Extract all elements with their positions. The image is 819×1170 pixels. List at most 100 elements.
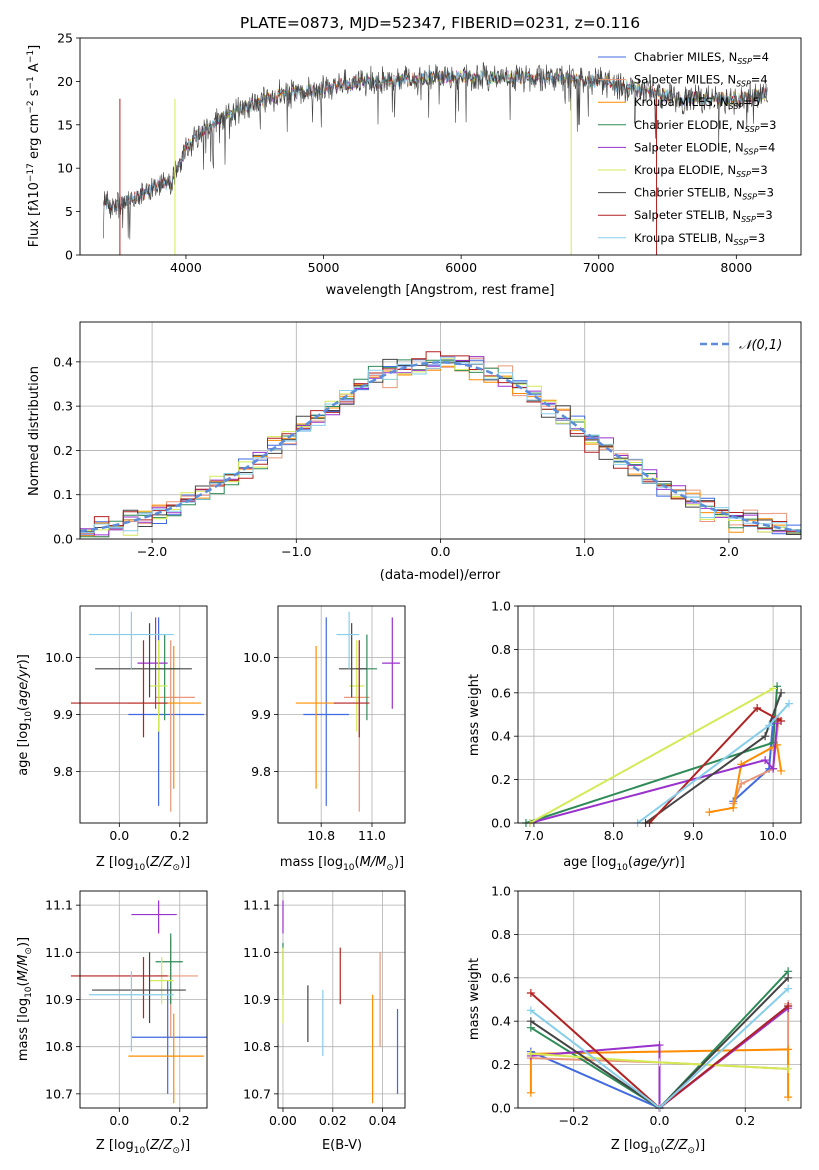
x-tick-label: 0.0 — [109, 828, 129, 843]
y-tick-label: 0.4 — [491, 729, 511, 744]
weight-marker-kroupa_miles — [526, 1088, 535, 1097]
x-tick-label: 4000 — [170, 260, 202, 275]
y-tick-label: 10.9 — [45, 992, 73, 1007]
y-tick-label: 5 — [65, 204, 73, 219]
y-tick-label: 25 — [57, 31, 73, 46]
age-vs-z-panel: 0.0 0.2 9.8 9.9 10.0 — [45, 605, 208, 843]
mass-z-xlabel: Z [log10(Z/Z⊙)] — [96, 1138, 190, 1156]
y-tick-label: 9.8 — [53, 764, 73, 779]
y-tick-label: 1.0 — [491, 884, 511, 899]
weight-marker-chabrier_stelib — [761, 732, 770, 741]
weight-marker-chabrier_stelib — [784, 973, 793, 982]
y-tick-label: 11.0 — [45, 945, 73, 960]
weight-marker-salpeter_stelib — [784, 1002, 793, 1011]
y-tick-label: 0.8 — [491, 642, 511, 657]
x-tick-label: 10.0 — [759, 828, 787, 843]
x-tick-label: −1.0 — [281, 544, 311, 559]
histogram-salpeter_stelib — [80, 351, 801, 534]
legend-subscript: SSP — [741, 215, 756, 224]
weight-marker-chabrier_stelib — [777, 688, 786, 697]
weight-marker-salpeter_elodie — [655, 1041, 664, 1050]
legend-tail: =3 — [751, 163, 768, 177]
weight-marker-salpeter_elodie — [761, 756, 770, 765]
legend-label: Kroupa STELIB, NSSP=3 — [634, 231, 765, 247]
weight-marker-kroupa_miles — [705, 808, 714, 817]
x-tick-label: 0.2 — [170, 828, 190, 843]
y-tick-label: 10.9 — [243, 992, 271, 1007]
y-tick-label: 0.2 — [491, 772, 511, 787]
y-tick-label: 10.7 — [243, 1086, 271, 1101]
y-tick-label: 0.2 — [491, 1057, 511, 1072]
weight-vs-z-panel: −0.2 0.0 0.2 0.0 0.2 0.4 0.6 0.8 1.0 — [491, 884, 802, 1128]
legend-subscript: SSP — [744, 147, 759, 156]
age-ylabel: age [log10(age/yr)] — [16, 654, 34, 776]
weight-line-kroupa_miles — [709, 743, 783, 814]
normal-curve — [79, 361, 802, 533]
weight-age-xlabel: age [log10(age/yr)] — [563, 855, 685, 873]
x-tick-label: 0.0 — [650, 1113, 670, 1128]
x-tick-label: 0.00 — [269, 1113, 297, 1128]
weight-marker-kroupa_elodie — [769, 684, 778, 693]
mass-vs-z-panel: 0.0 0.2 10.7 10.8 10.9 11.0 11.1 — [45, 890, 208, 1128]
x-tick-label: 0.2 — [170, 1113, 190, 1128]
x-tick-label: −2.0 — [137, 544, 167, 559]
weight-marker-kroupa_miles — [777, 766, 786, 775]
y-tick-label: 0.0 — [491, 1101, 511, 1116]
weight-marker-salpeter_stelib — [526, 988, 535, 997]
weight-marker-salpeter_elodie — [769, 764, 778, 773]
legend-label: Salpeter ELODIE, NSSP=4 — [634, 140, 775, 156]
legend-label: Chabrier MILES, NSSP=4 — [634, 50, 769, 66]
axes-frame — [277, 605, 406, 824]
weight-z-ylabel: mass weight — [467, 958, 482, 1040]
spectrum-xlabel: wavelength [Angstrom, rest frame] — [326, 283, 555, 298]
legend-label: Salpeter MILES, NSSP=4 — [634, 73, 768, 89]
mass-ylabel: mass [log10(M/M⊙)] — [16, 937, 34, 1061]
histogram-kroupa_stelib — [80, 356, 801, 534]
y-tick-label: 10.8 — [243, 1039, 271, 1054]
weight-line-salpeter_elodie — [529, 723, 779, 824]
legend-tail: =5 — [743, 95, 760, 109]
y-tick-label: 11.1 — [45, 898, 73, 913]
figure-title: PLATE=0873, MJD=52347, FIBERID=0231, z=0… — [240, 14, 640, 32]
x-tick-label: 1.0 — [575, 544, 595, 559]
weight-age-ylabel: mass weight — [467, 674, 482, 756]
x-tick-label: 9.0 — [683, 828, 703, 843]
y-tick-label: 0.0 — [491, 816, 511, 831]
x-tick-label: 0.0 — [431, 544, 451, 559]
axes-frame — [79, 890, 208, 1109]
x-tick-label: 0.0 — [109, 1113, 129, 1128]
y-tick-label: 20 — [57, 74, 73, 89]
y-tick-label: 0.4 — [491, 1014, 511, 1029]
x-tick-label: 10.8 — [307, 828, 335, 843]
spectrum-panel: 4000 5000 6000 7000 8000 0 5 10 15 20 25 — [57, 31, 802, 275]
mass-vs-ebv-panel: 0.00 0.02 0.04 10.7 10.8 10.9 11.0 11.1 — [243, 890, 406, 1128]
x-tick-label: 6000 — [445, 260, 477, 275]
legend-subscript: SSP — [734, 238, 749, 247]
x-tick-label: 8.0 — [604, 828, 624, 843]
weight-marker-salpeter_stelib — [777, 717, 786, 726]
y-tick-label: 9.9 — [53, 707, 73, 722]
y-tick-label: 11.0 — [243, 945, 271, 960]
axes-frame — [79, 37, 802, 256]
y-tick-label: 0.0 — [53, 532, 73, 547]
axes-frame — [79, 321, 802, 540]
weight-marker-kroupa_stelib — [526, 1006, 535, 1015]
y-tick-label: 10.8 — [45, 1039, 73, 1054]
y-tick-label: 10.0 — [45, 650, 73, 665]
legend-tail: =3 — [760, 118, 777, 132]
legend-subscript: SSP — [745, 125, 760, 134]
legend-tail: =4 — [752, 50, 769, 64]
y-tick-label: 1.0 — [491, 599, 511, 614]
residual-histogram-panel: −2.0 −1.0 0.0 1.0 2.0 0.0 0.1 0.2 0.3 0.4 — [53, 321, 802, 559]
weight-marker-kroupa_elodie — [784, 1064, 793, 1073]
y-tick-label: 0.3 — [53, 399, 73, 414]
legend-tail: =3 — [748, 231, 765, 245]
weight-marker-salpeter_stelib — [753, 703, 762, 712]
y-tick-label: 11.1 — [243, 898, 271, 913]
weight-marker-kroupa_miles — [784, 1045, 793, 1054]
y-tick-label: 0 — [65, 248, 73, 263]
age-z-xlabel: Z [log10(Z/Z⊙)] — [96, 855, 190, 873]
legend-tail: =4 — [751, 73, 768, 87]
x-tick-label: 11.0 — [358, 828, 386, 843]
